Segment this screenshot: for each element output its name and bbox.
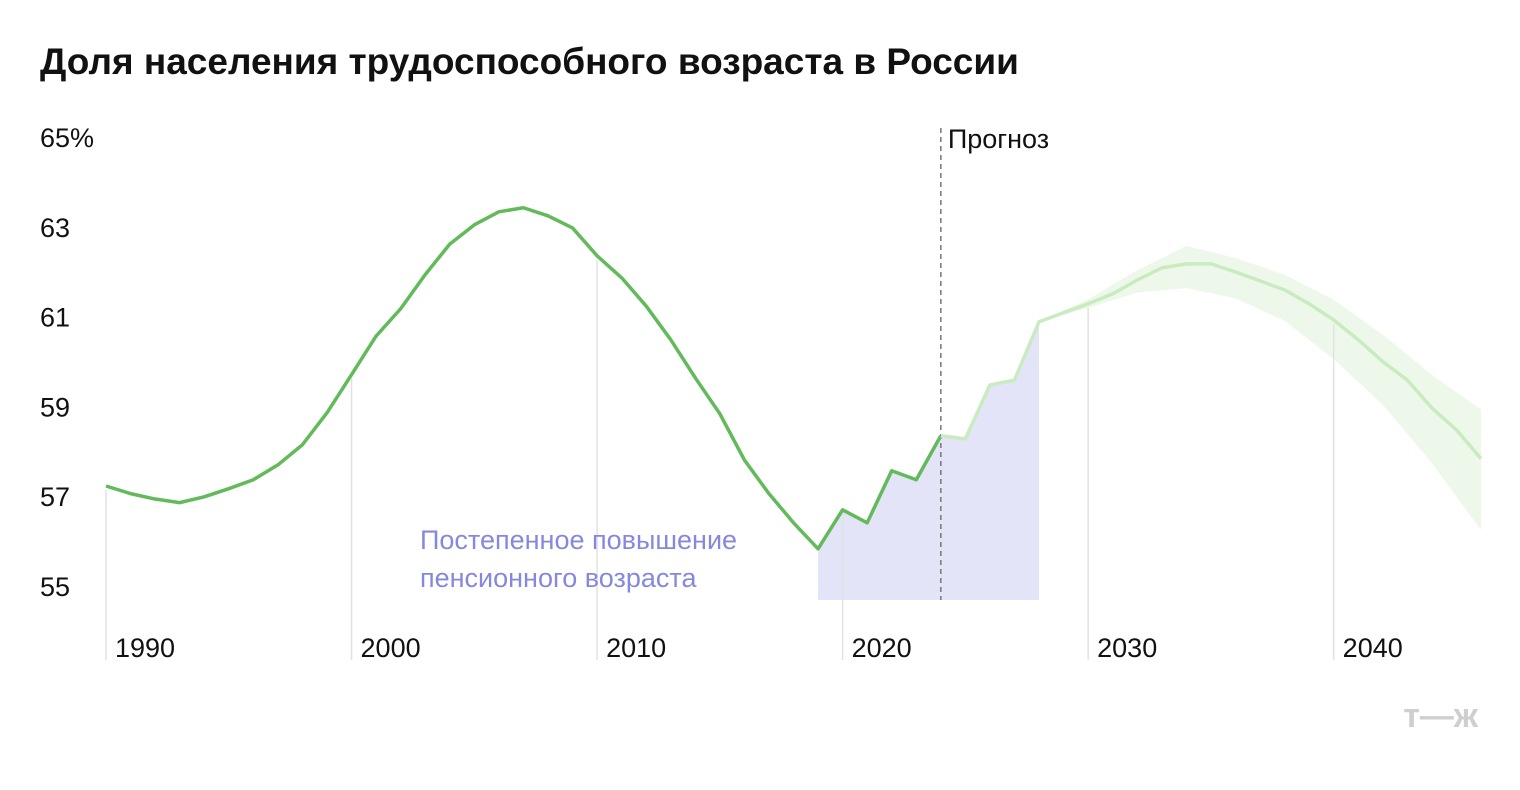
y-tick-label: 55 — [40, 572, 70, 602]
y-tick-label: 59 — [40, 392, 70, 422]
highlight-label: пенсионного возраста — [420, 563, 697, 593]
y-tick-label: 63 — [40, 213, 70, 243]
x-tick-label: 2040 — [1343, 633, 1403, 663]
x-tick-label: 2030 — [1097, 633, 1157, 663]
chart-title: Доля населения трудоспособного возраста … — [40, 41, 1019, 82]
x-tick-label: 2010 — [606, 633, 666, 663]
y-tick-label: 65% — [40, 123, 94, 153]
logo: т—ж — [1403, 697, 1479, 735]
y-tick-label: 61 — [40, 303, 70, 333]
data-line — [105, 206, 943, 551]
data-line — [940, 262, 1483, 460]
x-tick-label: 2020 — [852, 633, 912, 663]
forecast-band — [1039, 245, 1481, 530]
forecast-label: Прогноз — [948, 124, 1049, 154]
x-tick-label: 1990 — [115, 633, 175, 663]
highlight-label: Постепенное повышение — [420, 525, 737, 555]
y-tick-label: 57 — [40, 482, 70, 512]
x-tick-label: 2000 — [361, 633, 421, 663]
